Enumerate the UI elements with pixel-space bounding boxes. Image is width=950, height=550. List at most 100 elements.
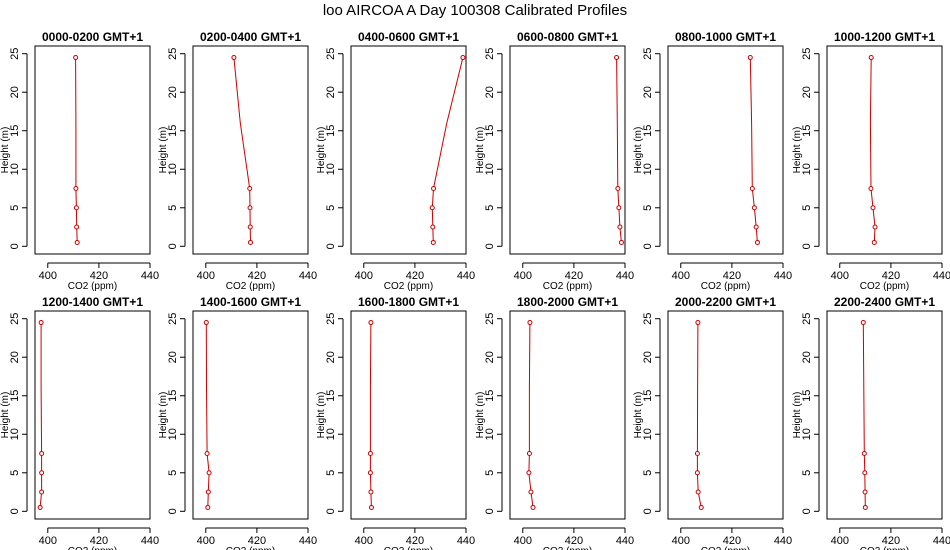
panel-title: 2200-2400 GMT+1 bbox=[834, 295, 935, 309]
x-tick-label: 420 bbox=[248, 270, 266, 282]
profile-panel-2: 0200-0400 GMT+1 400 420 440 CO2 (ppm) 0 5 10 15 2… bbox=[158, 30, 317, 292]
data-point bbox=[870, 205, 876, 211]
x-tick-label: 420 bbox=[882, 535, 900, 547]
x-axis-label: CO2 (ppm) bbox=[860, 281, 909, 292]
data-point bbox=[247, 186, 253, 192]
x-axis-label: CO2 (ppm) bbox=[543, 281, 592, 292]
x-axis-label: CO2 (ppm) bbox=[226, 546, 275, 550]
plot-frame bbox=[34, 45, 151, 255]
data-point bbox=[694, 470, 700, 476]
x-axis-label: CO2 (ppm) bbox=[68, 546, 117, 550]
plot-frame bbox=[509, 45, 626, 255]
data-point bbox=[367, 451, 373, 457]
panel-title: 1400-1600 GMT+1 bbox=[200, 295, 301, 309]
y-axis-label: Height (m) bbox=[0, 392, 11, 439]
y-tick-label: 10 bbox=[9, 428, 21, 440]
y-tick-label: 25 bbox=[642, 48, 654, 60]
x-tick-label: 400 bbox=[197, 535, 215, 547]
plot-frame bbox=[509, 310, 626, 520]
data-point bbox=[429, 205, 435, 211]
data-point bbox=[37, 504, 43, 510]
profile-line bbox=[39, 322, 43, 508]
y-tick-label: 5 bbox=[325, 470, 337, 476]
data-point bbox=[205, 489, 211, 495]
y-tick-label: 25 bbox=[801, 313, 813, 325]
data-point bbox=[872, 224, 878, 230]
x-tick-label: 420 bbox=[248, 535, 266, 547]
y-tick-label: 0 bbox=[484, 243, 496, 249]
data-point bbox=[247, 205, 253, 211]
data-point bbox=[698, 504, 704, 510]
plot-frame bbox=[350, 310, 467, 520]
y-tick-label: 0 bbox=[642, 243, 654, 249]
data-point bbox=[695, 489, 701, 495]
data-point bbox=[73, 55, 79, 61]
y-tick-label: 5 bbox=[167, 470, 179, 476]
profile-panel-6: 1000-1200 GMT+1 400 420 440 CO2 (ppm) 0 5 10 15 2… bbox=[792, 30, 950, 292]
data-point bbox=[203, 320, 209, 326]
figure-title: loo AIRCOA A Day 100308 Calibrated Profi… bbox=[322, 2, 628, 19]
data-point bbox=[754, 239, 760, 245]
y-tick-label: 5 bbox=[325, 205, 337, 211]
y-tick-label: 15 bbox=[9, 125, 21, 137]
data-point bbox=[528, 489, 534, 495]
y-tick-label: 15 bbox=[484, 125, 496, 137]
x-tick-label: 420 bbox=[723, 535, 741, 547]
data-point bbox=[204, 451, 210, 457]
y-tick-label: 15 bbox=[325, 125, 337, 137]
data-point bbox=[868, 186, 874, 192]
y-tick-label: 15 bbox=[167, 125, 179, 137]
y-tick-label: 0 bbox=[167, 508, 179, 514]
y-axis-label: Height (m) bbox=[792, 127, 803, 174]
y-tick-label: 20 bbox=[9, 86, 21, 98]
plot-frame bbox=[192, 310, 309, 520]
y-axis-label: Height (m) bbox=[0, 127, 11, 174]
y-tick-label: 25 bbox=[325, 313, 337, 325]
y-tick-label: 15 bbox=[801, 390, 813, 402]
profile-line bbox=[528, 322, 534, 508]
x-tick-label: 420 bbox=[565, 535, 583, 547]
y-tick-label: 0 bbox=[325, 508, 337, 514]
y-tick-label: 10 bbox=[801, 163, 813, 175]
y-tick-label: 10 bbox=[642, 428, 654, 440]
y-tick-label: 20 bbox=[167, 351, 179, 363]
x-tick-label: 400 bbox=[672, 270, 690, 282]
y-tick-label: 15 bbox=[167, 390, 179, 402]
x-tick-label: 400 bbox=[39, 270, 57, 282]
y-tick-label: 20 bbox=[325, 86, 337, 98]
plot-frame bbox=[667, 45, 784, 255]
y-tick-label: 5 bbox=[9, 205, 21, 211]
x-tick-label: 440 bbox=[774, 270, 792, 282]
panel-title: 0600-0800 GMT+1 bbox=[517, 30, 618, 44]
y-tick-label: 20 bbox=[484, 86, 496, 98]
profile-line bbox=[749, 57, 758, 243]
panel-title: 1800-2000 GMT+1 bbox=[517, 295, 618, 309]
profile-line bbox=[616, 57, 622, 243]
x-tick-label: 420 bbox=[406, 270, 424, 282]
y-tick-label: 10 bbox=[484, 163, 496, 175]
x-axis-label: CO2 (ppm) bbox=[384, 546, 433, 550]
y-tick-label: 10 bbox=[167, 163, 179, 175]
x-tick-label: 400 bbox=[514, 270, 532, 282]
data-point bbox=[39, 451, 45, 457]
data-point bbox=[73, 186, 79, 192]
data-point bbox=[73, 205, 79, 211]
y-axis-label: Height (m) bbox=[475, 392, 486, 439]
data-point bbox=[616, 205, 622, 211]
data-point bbox=[861, 451, 867, 457]
y-tick-label: 5 bbox=[9, 470, 21, 476]
y-tick-label: 25 bbox=[642, 313, 654, 325]
x-tick-label: 440 bbox=[774, 535, 792, 547]
y-axis-label: Height (m) bbox=[316, 127, 327, 174]
y-tick-label: 25 bbox=[325, 48, 337, 60]
y-axis-label: Height (m) bbox=[316, 392, 327, 439]
data-point bbox=[368, 489, 374, 495]
y-tick-label: 20 bbox=[801, 86, 813, 98]
y-tick-label: 5 bbox=[642, 470, 654, 476]
x-tick-label: 400 bbox=[831, 270, 849, 282]
y-tick-label: 20 bbox=[642, 351, 654, 363]
x-tick-label: 420 bbox=[406, 535, 424, 547]
data-point bbox=[862, 470, 868, 476]
y-tick-label: 25 bbox=[801, 48, 813, 60]
